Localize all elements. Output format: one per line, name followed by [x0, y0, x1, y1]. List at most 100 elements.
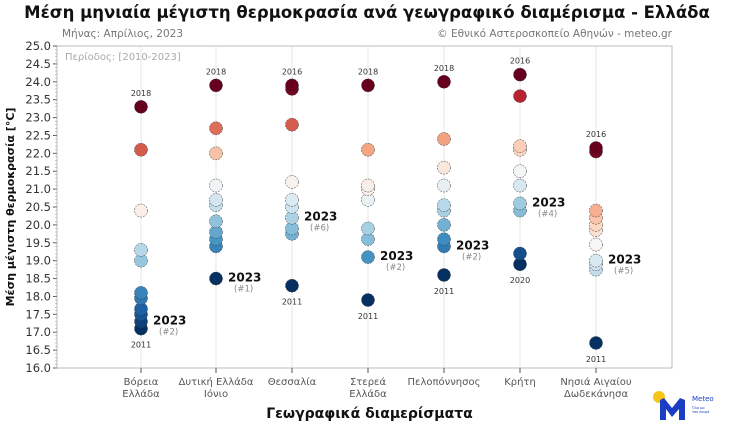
- y-tick-label: 23.0: [25, 111, 51, 125]
- current-rank-label: (#2): [386, 263, 405, 273]
- data-point: [589, 237, 603, 252]
- min-year-label: 2011: [358, 312, 378, 321]
- data-point: [589, 203, 603, 218]
- y-tick-label: 17.5: [25, 307, 51, 321]
- svg-text:Meteo: Meteo: [692, 395, 714, 403]
- data-point: [437, 218, 451, 232]
- min-year-label: 2011: [434, 287, 454, 296]
- data-point: [513, 89, 527, 103]
- data-point: [285, 78, 299, 93]
- chart-title: Μέση μηνιαία μέγιστη θερμοκρασία ανά γεω…: [24, 3, 710, 22]
- x-tick-label: Πελοπόννησος: [408, 376, 481, 388]
- current-year-label: 2023: [380, 249, 413, 263]
- current-year-label: 2023: [532, 195, 565, 209]
- data-point: [513, 257, 527, 271]
- data-point: [589, 141, 603, 155]
- data-point: [285, 193, 299, 207]
- data-point: [361, 250, 375, 264]
- data-point: [437, 160, 451, 175]
- svg-text:Όλο μα: Όλο μα: [691, 406, 705, 410]
- data-point: [209, 78, 223, 93]
- y-tick-label: 19.5: [25, 236, 51, 250]
- y-tick-label: 20.5: [25, 200, 51, 214]
- data-point: [361, 293, 375, 307]
- data-point: [513, 67, 527, 82]
- min-year-label: 2011: [131, 341, 151, 350]
- month-label: Μήνας: Απρίλιος, 2023: [62, 28, 184, 40]
- x-tick-label: Δυτική Ελλάδα: [179, 376, 254, 388]
- max-year-label: 2016: [510, 57, 530, 66]
- y-tick-label: 21.5: [25, 164, 51, 178]
- current-year-label: 2023: [456, 238, 489, 252]
- max-year-label: 2016: [282, 67, 302, 76]
- max-year-label: 2018: [358, 67, 378, 76]
- y-tick-label: 16.0: [25, 361, 51, 375]
- y-tick-label: 25.0: [25, 39, 51, 53]
- x-tick-label: Δωδεκάνησα: [564, 388, 628, 400]
- data-point: [285, 117, 299, 132]
- data-point: [209, 271, 223, 286]
- data-point: [134, 243, 148, 257]
- current-rank-label: (#1): [234, 285, 253, 295]
- data-point: [285, 278, 299, 293]
- data-point: [361, 193, 375, 207]
- data-point: [513, 246, 527, 261]
- y-tick-label: 24.0: [25, 75, 51, 89]
- current-rank-label: (#4): [538, 209, 557, 219]
- meteo-logo: Meteo Όλο μα τον καιρό: [653, 391, 714, 420]
- data-point: [285, 175, 299, 189]
- data-point: [209, 193, 223, 207]
- y-tick-label: 24.5: [25, 57, 51, 71]
- data-point: [437, 268, 451, 282]
- min-year-label: 2011: [282, 298, 302, 307]
- max-year-label: 2018: [131, 89, 151, 98]
- data-point: [209, 225, 223, 239]
- data-point: [134, 100, 148, 114]
- data-point: [134, 286, 148, 300]
- x-tick-label: Νησιά Αιγαίου: [560, 376, 632, 388]
- period-label: Περίοδος: [2010-2023]: [65, 51, 181, 63]
- svg-text:τον καιρό: τον καιρό: [692, 410, 709, 414]
- data-point: [437, 198, 451, 212]
- data-point: [513, 178, 527, 193]
- x-tick-label: Ιόνιο: [204, 388, 228, 400]
- current-rank-label: (#6): [310, 224, 329, 234]
- max-year-label: 2018: [206, 67, 226, 76]
- max-year-label: 2018: [434, 64, 454, 73]
- max-year-label: 2016: [586, 130, 606, 139]
- y-tick-label: 18.5: [25, 272, 51, 286]
- data-point: [209, 146, 223, 161]
- data-point: [513, 164, 527, 178]
- y-tick-label: 23.5: [25, 93, 51, 107]
- data-point: [134, 143, 148, 157]
- data-point: [209, 121, 223, 136]
- data-point: [437, 178, 451, 193]
- data-point: [209, 178, 223, 193]
- current-year-label: 2023: [608, 253, 641, 267]
- data-point: [361, 221, 375, 236]
- y-axis-label: Μέση μέγιστη θερμοκρασία [°C]: [4, 108, 17, 307]
- data-point: [513, 139, 527, 153]
- credit-label: © Εθνικό Αστεροσκοπείο Αθηνών - meteo.gr: [437, 28, 672, 40]
- data-point: [589, 336, 603, 350]
- data-point: [134, 203, 148, 218]
- current-year-label: 2023: [228, 271, 261, 285]
- data-point: [361, 78, 375, 93]
- x-tick-label: Ελλάδα: [349, 388, 387, 400]
- current-rank-label: (#2): [159, 327, 178, 337]
- y-tick-label: 18.0: [25, 289, 51, 303]
- y-tick-label: 17.0: [25, 325, 51, 339]
- current-rank-label: (#5): [614, 267, 633, 277]
- data-point: [361, 178, 375, 193]
- y-tick-label: 22.0: [25, 146, 51, 160]
- x-tick-label: Βόρεια: [124, 376, 159, 388]
- data-point: [134, 302, 148, 316]
- y-tick-label: 16.5: [25, 343, 51, 357]
- y-tick-label: 22.5: [25, 128, 51, 142]
- current-rank-label: (#2): [462, 252, 481, 262]
- data-point: [361, 143, 375, 157]
- data-point: [285, 210, 299, 225]
- data-point: [134, 253, 148, 268]
- data-point: [589, 253, 603, 268]
